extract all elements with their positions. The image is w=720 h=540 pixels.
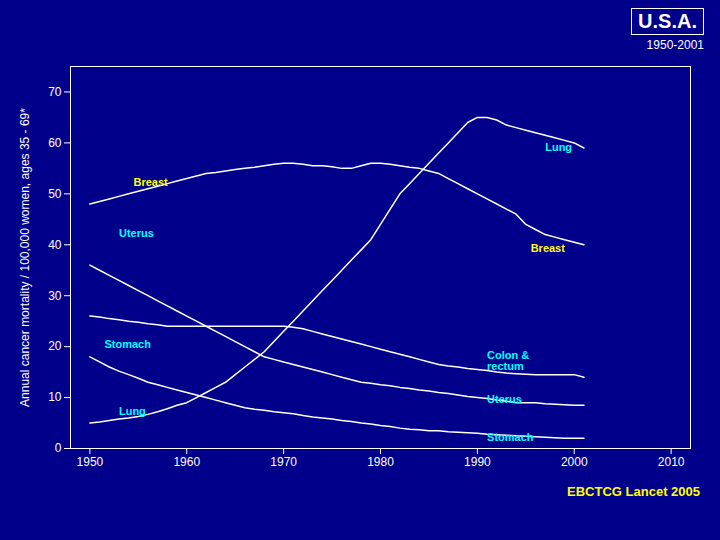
- svg-text:10: 10: [48, 390, 62, 404]
- svg-text:50: 50: [48, 187, 62, 201]
- svg-text:2010: 2010: [658, 455, 685, 469]
- svg-text:1980: 1980: [367, 455, 394, 469]
- svg-text:Colon &rectum: Colon &rectum: [487, 349, 529, 372]
- svg-text:30: 30: [48, 289, 62, 303]
- svg-text:Lung: Lung: [545, 141, 572, 153]
- svg-text:1970: 1970: [270, 455, 297, 469]
- svg-text:Stomach: Stomach: [104, 338, 151, 350]
- svg-text:Stomach: Stomach: [487, 431, 534, 443]
- html-text:1950-2001: 1950-2001: [646, 38, 704, 52]
- svg-text:Breast: Breast: [133, 176, 168, 188]
- svg-text:20: 20: [48, 339, 62, 353]
- html-text:U.S.A.: U.S.A.: [638, 10, 697, 32]
- html-text:EBCTCG Lancet 2005: EBCTCG Lancet 2005: [567, 484, 700, 499]
- svg-text:1990: 1990: [464, 455, 491, 469]
- svg-text:Breast: Breast: [531, 242, 566, 254]
- svg-text:1960: 1960: [173, 455, 200, 469]
- svg-text:70: 70: [48, 85, 62, 99]
- svg-text:Uterus: Uterus: [487, 393, 522, 405]
- svg-text:40: 40: [48, 238, 62, 252]
- svg-text:0: 0: [55, 441, 62, 455]
- svg-text:Lung: Lung: [119, 405, 146, 417]
- svg-text:Annual cancer mortality / 100,: Annual cancer mortality / 100,000 women,…: [18, 108, 32, 407]
- svg-text:60: 60: [48, 136, 62, 150]
- svg-text:1950: 1950: [77, 455, 104, 469]
- svg-text:Uterus: Uterus: [119, 227, 154, 239]
- svg-text:2000: 2000: [561, 455, 588, 469]
